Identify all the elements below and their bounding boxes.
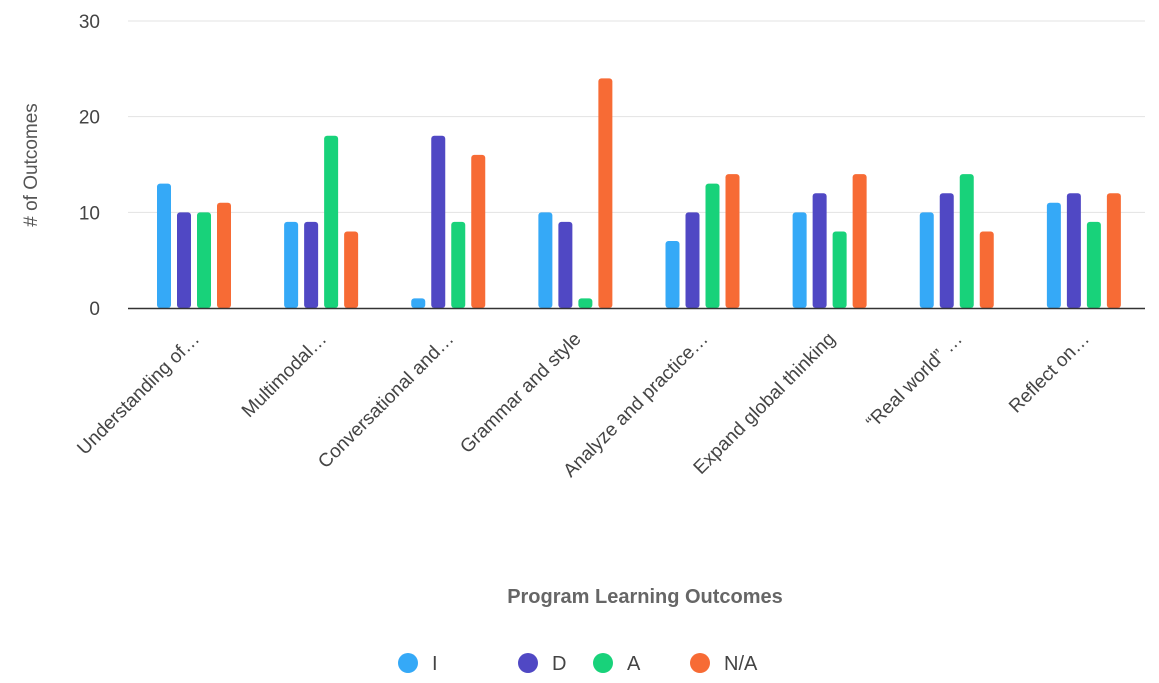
y-axis-title: # of Outcomes: [21, 103, 42, 227]
category-label: Multimodal…: [238, 329, 331, 422]
category-label: Conversational and…: [314, 329, 458, 473]
y-axis-ticks: 0 10 20 30: [79, 12, 100, 320]
bar-na-2: [344, 231, 358, 308]
category-label: Expand global thinking: [690, 329, 840, 479]
bar-d-7: [940, 193, 954, 308]
bar-i-8: [1047, 203, 1061, 308]
bar-a-5: [706, 184, 720, 308]
bar-i-7: [920, 212, 934, 308]
x-axis-title: Program Learning Outcomes: [507, 586, 783, 608]
bar-na-5: [726, 174, 740, 308]
bar-i-1: [157, 184, 171, 308]
bar-na-1: [217, 203, 231, 308]
bar-na-7: [980, 231, 994, 308]
legend-label: D: [552, 653, 566, 675]
bar-i-5: [666, 241, 680, 308]
bar-a-4: [578, 298, 592, 308]
bars: [157, 78, 1121, 308]
category-label: “Real world” …: [862, 329, 966, 433]
grid-lines: [128, 21, 1145, 212]
bar-d-1: [177, 212, 191, 308]
y-tick-label: 10: [79, 203, 100, 224]
legend-swatch: [398, 653, 418, 673]
bar-i-4: [538, 212, 552, 308]
bar-i-2: [284, 222, 298, 308]
legend-swatch: [518, 653, 538, 673]
bar-d-5: [686, 212, 700, 308]
bar-d-6: [813, 193, 827, 308]
bar-na-4: [598, 78, 612, 308]
bar-d-2: [304, 222, 318, 308]
y-tick-label: 30: [79, 12, 100, 33]
bar-a-6: [833, 231, 847, 308]
bar-i-6: [793, 212, 807, 308]
category-label: Reflect on…: [1005, 329, 1094, 418]
bar-a-7: [960, 174, 974, 308]
legend-swatch: [593, 653, 613, 673]
bar-na-3: [471, 155, 485, 308]
bar-na-6: [853, 174, 867, 308]
category-labels: Understanding of… Multimodal…Conversation…: [73, 329, 1093, 482]
bar-d-8: [1067, 193, 1081, 308]
y-tick-label: 20: [79, 108, 100, 129]
category-label: Analyze and practice…: [560, 329, 713, 482]
bar-a-2: [324, 136, 338, 308]
category-label: Grammar and style: [456, 329, 585, 458]
bar-d-4: [558, 222, 572, 308]
y-tick-label: 0: [89, 299, 100, 320]
bar-a-8: [1087, 222, 1101, 308]
bar-a-1: [197, 212, 211, 308]
bar-d-3: [431, 136, 445, 308]
legend-label: I: [432, 653, 438, 675]
category-label: Understanding of…: [73, 329, 204, 460]
legend-label: A: [627, 653, 641, 675]
bar-a-3: [451, 222, 465, 308]
bar-na-8: [1107, 193, 1121, 308]
legend-swatch: [690, 653, 710, 673]
legend-label: N/A: [724, 653, 758, 675]
bar-i-3: [411, 298, 425, 308]
legend: I D A N/A: [398, 653, 758, 675]
